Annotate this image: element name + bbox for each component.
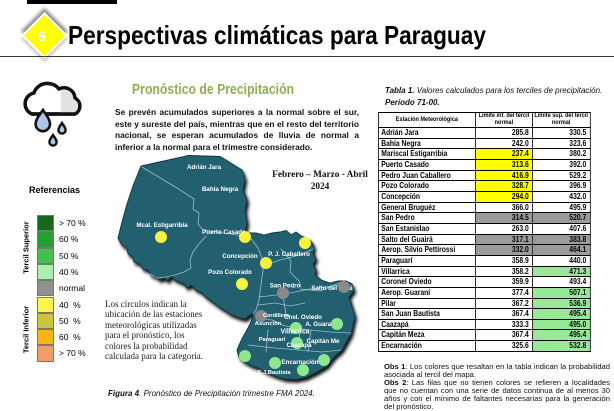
svg-text:P. J. Caballero: P. J. Caballero (268, 251, 310, 258)
svg-text:Mcal. Estigarribia: Mcal. Estigarribia (136, 222, 188, 229)
svg-text:Paraguarí: Paraguarí (259, 337, 286, 343)
svg-text:Cnel. Oviedo: Cnel. Oviedo (284, 314, 322, 321)
svg-text:Concepción: Concepción (222, 253, 258, 260)
svg-text:S.J.Bautista: S.J.Bautista (257, 370, 291, 376)
svg-text:Asunción: Asunción (255, 321, 282, 327)
svg-text:San Pedro: San Pedro (270, 283, 301, 290)
svg-text:Puerto Casado: Puerto Casado (202, 229, 246, 236)
svg-text:Caazapá: Caazapá (286, 342, 312, 349)
svg-text:Adrián Jara: Adrián Jara (187, 164, 222, 171)
svg-text:Pilar: Pilar (239, 368, 252, 374)
svg-text:Capitán Me: Capitán Me (306, 338, 340, 345)
svg-text:Pozo Colorado: Pozo Colorado (208, 269, 252, 276)
svg-text:Salto del Guai: Salto del Guai (311, 285, 353, 292)
svg-text:Bahía Negra: Bahía Negra (202, 186, 239, 193)
svg-text:A. Guaraní: A. Guaraní (305, 321, 337, 328)
svg-text:Villarrica: Villarrica (281, 329, 310, 336)
svg-text:Encarnación: Encarnación (281, 359, 318, 366)
svg-text:Cordillera: Cordillera (263, 313, 290, 319)
